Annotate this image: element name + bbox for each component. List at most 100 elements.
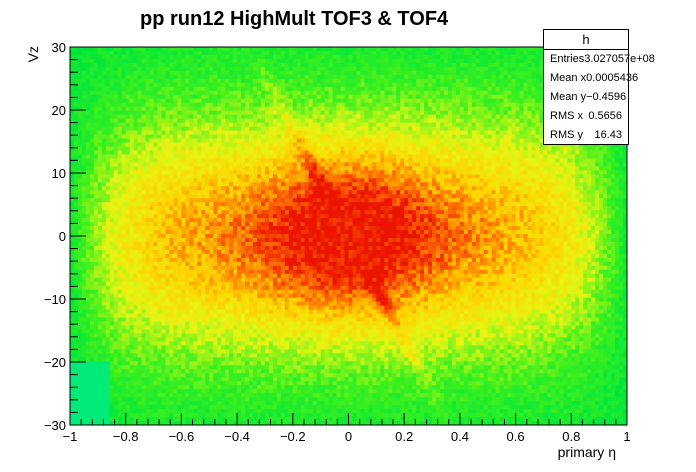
heatmap-cell <box>113 349 119 354</box>
heatmap-cell <box>241 54 246 60</box>
heatmap-cell <box>245 265 250 271</box>
heatmap-cell <box>125 317 131 322</box>
heatmap-cell <box>221 190 226 195</box>
heatmap-cell <box>260 301 266 307</box>
heatmap-cell <box>260 178 266 183</box>
heatmap-cell <box>129 361 135 366</box>
heatmap-cell <box>173 158 178 163</box>
heatmap-cell <box>85 222 91 227</box>
heatmap-cell <box>209 373 214 378</box>
heatmap-cell <box>165 98 170 104</box>
heatmap-cell <box>137 281 143 287</box>
heatmap-cell <box>272 198 278 203</box>
heatmap-cell <box>229 122 234 127</box>
heatmap-cell <box>89 110 95 116</box>
heatmap-cell <box>213 345 218 350</box>
heatmap-cell <box>193 62 198 68</box>
heatmap-cell <box>209 222 214 227</box>
heatmap-cell <box>276 106 282 112</box>
heatmap-cell <box>161 249 166 255</box>
heatmap-cell <box>241 277 246 283</box>
heatmap-cell <box>229 182 234 187</box>
heatmap-cell <box>109 206 115 211</box>
heatmap-cell <box>93 166 99 171</box>
heatmap-cell <box>241 409 246 414</box>
heatmap-cell <box>197 325 202 330</box>
heatmap-cell <box>233 341 238 346</box>
heatmap-cell <box>237 54 242 60</box>
heatmap-cell <box>149 329 154 334</box>
heatmap-cell <box>189 158 194 163</box>
heatmap-cell <box>157 134 162 139</box>
heatmap-cell <box>221 305 226 311</box>
heatmap-cell <box>264 94 270 100</box>
heatmap-cell <box>181 47 186 52</box>
heatmap-cell <box>173 241 178 247</box>
heatmap-cell <box>197 389 202 394</box>
heatmap-cell <box>233 321 238 326</box>
heatmap-cell <box>181 409 186 414</box>
heatmap-cell <box>113 301 119 307</box>
heatmap-cell <box>109 142 115 147</box>
heatmap-cell <box>105 110 111 116</box>
heatmap-cell <box>225 150 230 155</box>
heatmap-cell <box>113 110 119 116</box>
heatmap-cell <box>209 47 214 52</box>
heatmap-cell <box>193 321 198 326</box>
heatmap-cell <box>205 401 210 406</box>
heatmap-cell <box>145 345 150 350</box>
heatmap-cell <box>185 78 190 84</box>
heatmap-cell <box>241 62 246 68</box>
heatmap-cell <box>169 349 174 354</box>
heatmap-cell <box>253 126 258 131</box>
heatmap-cell <box>165 249 170 255</box>
heatmap-cell <box>197 130 202 135</box>
heatmap-cell <box>205 297 210 303</box>
heatmap-cell <box>205 265 210 271</box>
heatmap-cell <box>73 146 79 151</box>
heatmap-cell <box>105 373 111 378</box>
heatmap-cell <box>185 337 190 342</box>
heatmap-cell <box>177 421 182 426</box>
heatmap-cell <box>121 269 127 275</box>
heatmap-cell <box>197 365 202 370</box>
heatmap-cell <box>213 146 218 151</box>
heatmap-cell <box>268 114 274 120</box>
heatmap-cell <box>245 70 250 76</box>
heatmap-cell <box>253 66 258 72</box>
heatmap-cell <box>260 210 266 215</box>
heatmap-cell <box>268 293 274 299</box>
heatmap-cell <box>237 146 242 151</box>
heatmap-cell <box>105 47 111 52</box>
heatmap-cell <box>253 234 258 239</box>
heatmap-cell <box>209 210 214 215</box>
heatmap-cell <box>249 265 254 271</box>
heatmap-cell <box>157 130 162 135</box>
heatmap-cell <box>177 413 182 418</box>
heatmap-cell <box>221 134 226 139</box>
heatmap-cell <box>245 138 250 143</box>
heatmap-cell <box>109 357 115 362</box>
heatmap-cell <box>70 178 75 183</box>
heatmap-cell <box>169 78 174 84</box>
heatmap-cell <box>85 174 91 179</box>
heatmap-cell <box>121 194 127 199</box>
heatmap-cell <box>117 78 123 84</box>
heatmap-cell <box>209 417 214 422</box>
heatmap-cell <box>137 214 143 219</box>
heatmap-cell <box>249 158 254 163</box>
heatmap-cell <box>201 166 206 171</box>
heatmap-cell <box>173 261 178 267</box>
heatmap-cell <box>189 154 194 159</box>
heatmap-cell <box>272 182 278 187</box>
heatmap-cell <box>153 421 158 426</box>
heatmap-cell <box>253 273 258 279</box>
heatmap-cell <box>193 257 198 263</box>
heatmap-cell <box>181 194 186 199</box>
heatmap-cell <box>205 146 210 151</box>
heatmap-cell <box>81 214 87 219</box>
heatmap-cell <box>149 261 154 267</box>
heatmap-cell <box>70 341 75 346</box>
heatmap-cell <box>117 146 123 151</box>
heatmap-cell <box>237 329 242 334</box>
